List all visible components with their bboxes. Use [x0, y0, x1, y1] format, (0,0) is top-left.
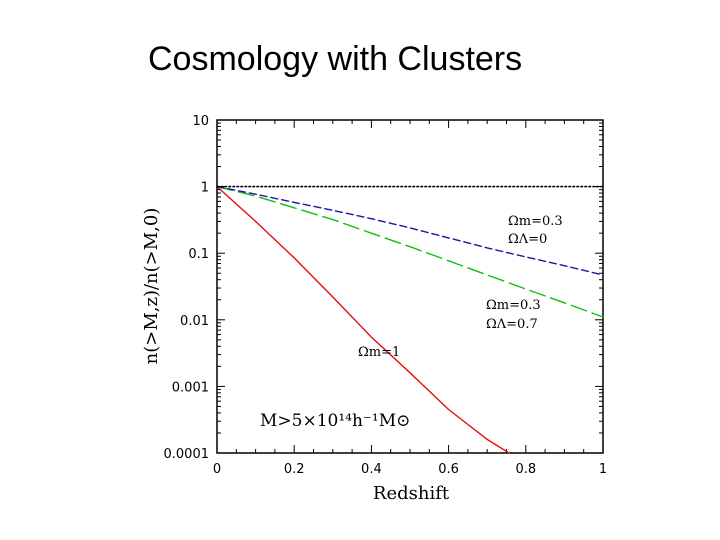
series-line--m-0-3-0-7 [216, 185, 604, 318]
plot-frame [216, 119, 604, 454]
y-tick-label: 0.1 [188, 247, 209, 262]
x-tick-label: 0.8 [515, 462, 536, 477]
y-tick-label: 0.001 [172, 380, 209, 395]
y-tick-label: 0.0001 [164, 447, 210, 462]
y-tick-label: 10 [192, 114, 209, 129]
mass-condition-label: M>5×10¹⁴h⁻¹M⊙ [260, 411, 410, 431]
slide-title: Cosmology with Clusters [148, 40, 523, 78]
x-axis-label: Redshift [373, 483, 450, 504]
y-tick-label: 0.01 [180, 314, 209, 329]
annotation-einstein-omega-m: Ωm=1 [358, 345, 400, 360]
series-line--m-1 [216, 185, 510, 454]
series-line--m-0-3-0 [216, 185, 604, 276]
x-tick-label: 0.4 [361, 462, 382, 477]
x-tick-label: 0.6 [438, 462, 459, 477]
annotation-flat-omega-m: Ωm=0.3 [486, 298, 541, 313]
annotation-open-omega-m: Ωm=0.3 [508, 214, 563, 229]
ticks [216, 119, 604, 454]
annotation-flat-omega-lambda: ΩΛ=0.7 [486, 317, 538, 332]
y-tick-labels: 10 1 0.1 0.01 0.001 0.0001 [164, 114, 210, 462]
x-tick-label: 1 [599, 462, 607, 477]
x-tick-label: 0.2 [284, 462, 305, 477]
series [216, 185, 604, 454]
x-tick-labels: 0 0.2 0.4 0.6 0.8 1 [213, 462, 607, 477]
y-axis-label: n(>M,z)/n(>M,0) [141, 208, 162, 365]
x-tick-label: 0 [213, 462, 221, 477]
y-tick-label: 1 [201, 181, 209, 196]
annotation-open-omega-lambda: ΩΛ=0 [508, 232, 547, 247]
